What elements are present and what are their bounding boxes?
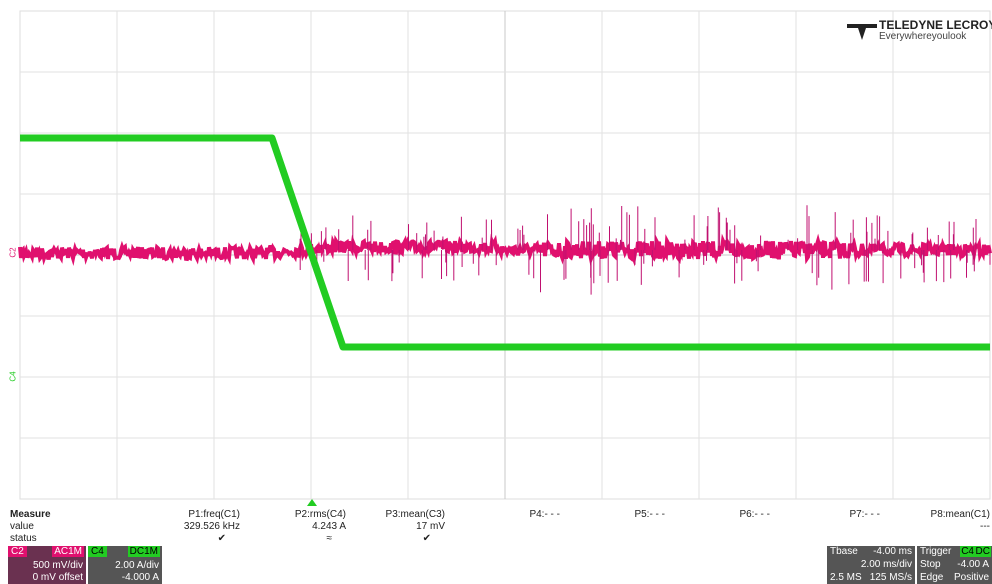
measure-value: 4.243 A (312, 521, 346, 532)
measure-name: P2:rms(C4) (295, 509, 346, 520)
timebase-delay: -4.00 ms (873, 546, 912, 557)
measure-name: P6:- - - (739, 509, 770, 520)
timebase-rate: 125 MS/s (870, 572, 912, 583)
measure-name: P1:freq(C1) (188, 509, 240, 520)
logo-name: TELEDYNE LECROY (879, 18, 992, 32)
measure-name: P8:mean(C1) (931, 509, 990, 520)
trigger-coupling: DC (975, 546, 991, 557)
measure-value: 329.526 kHz (184, 521, 240, 532)
scope-screen: TELEDYNE LECROY Everywhereyoulook C2 C4 … (0, 0, 992, 584)
row-label: Measure (10, 509, 51, 520)
measure-name: P5:- - - (634, 509, 665, 520)
channel-offset: -4.000 A (122, 572, 159, 583)
channel-coupling: AC1M (52, 546, 84, 557)
trigger-mode: Stop (920, 559, 941, 570)
timebase-label: Tbase (830, 546, 858, 557)
row-label: value (10, 521, 34, 532)
measure-status: ✔ (423, 533, 431, 544)
trigger-marker (306, 499, 318, 507)
measure-name: P3:mean(C3) (386, 509, 445, 520)
measure-name: P7:- - - (849, 509, 880, 520)
timebase-samples: 2.5 MS (830, 572, 862, 583)
row-label: status (10, 533, 37, 544)
logo-tagline: Everywhereyoulook (879, 31, 966, 42)
measure-value: --- (980, 521, 990, 532)
channel-scale: 2.00 A/div (115, 560, 159, 571)
channel-coupling: DC1M (128, 546, 160, 557)
channel-descriptor: C4 DC1M 2.00 A/div -4.000 A (88, 546, 162, 584)
measure-status: ✔ (218, 533, 226, 544)
channel-name: C2 (8, 546, 27, 557)
timebase-scale: 2.00 ms/div (861, 559, 912, 570)
measure-name: P4:- - - (529, 509, 560, 520)
trace-marker: C2 (9, 247, 18, 257)
logo-icon (847, 22, 877, 42)
channel-descriptor: C2 AC1M 500 mV/div 0 mV offset (8, 546, 86, 584)
trigger-level: -4.00 A (957, 559, 989, 570)
trigger-descriptor: Trigger C4 DC Stop -4.00 A Edge Positive (917, 546, 992, 584)
measure-value: 17 mV (416, 521, 445, 532)
measure-status: ≈ (327, 533, 333, 544)
timebase-descriptor: Tbase -4.00 ms 2.00 ms/div 2.5 MS 125 MS… (827, 546, 915, 584)
channel-name: C4 (88, 546, 107, 557)
trigger-label: Trigger (920, 546, 951, 557)
trace-marker: C4 (9, 371, 18, 381)
waveform-grid (0, 0, 992, 502)
trigger-source: C4 (960, 546, 975, 557)
trigger-slope: Positive (954, 572, 989, 583)
channel-offset: 0 mV offset (33, 572, 83, 583)
trigger-type: Edge (920, 572, 943, 583)
channel-scale: 500 mV/div (33, 560, 83, 571)
